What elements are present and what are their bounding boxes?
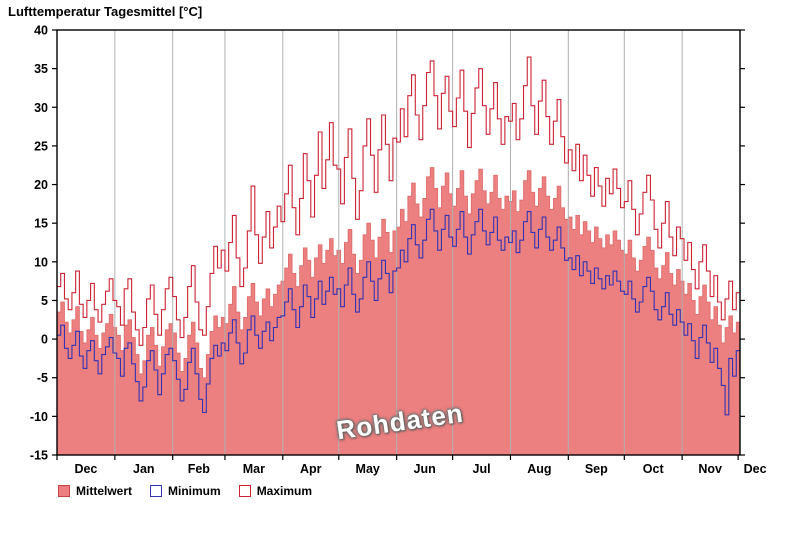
- legend-swatch-minimum: [150, 485, 163, 497]
- x-tick-label: Oct: [643, 462, 665, 476]
- series-line-minimum: [57, 208, 740, 416]
- legend-label-mittelwert: Mittelwert: [76, 484, 133, 498]
- x-tick-label: Jul: [473, 462, 491, 476]
- plot-frame: [56, 29, 741, 456]
- legend-swatch-mittelwert: [58, 485, 70, 497]
- y-tick-label: -15: [30, 449, 48, 463]
- legend-item-maximum: Maximum: [238, 484, 313, 498]
- y-tick-label: 30: [34, 101, 48, 115]
- legend-label-maximum: Maximum: [256, 484, 313, 498]
- legend-item-mittelwert: Mittelwert: [58, 484, 132, 498]
- chart-title: Lufttemperatur Tagesmittel [°C]: [8, 4, 203, 19]
- y-tick-label: 25: [34, 139, 48, 153]
- y-tick-label: 10: [34, 255, 48, 269]
- y-tick-label: 15: [34, 217, 48, 231]
- y-tick-label: 40: [34, 24, 48, 38]
- x-tick-label: Apr: [300, 462, 322, 476]
- x-tick-label: Jun: [414, 462, 436, 476]
- x-tick-label: Jan: [133, 462, 155, 476]
- legend-label-minimum: Minimum: [168, 484, 221, 498]
- y-tick-label: 5: [41, 294, 48, 308]
- x-tick-label: May: [356, 462, 380, 476]
- x-tick-label: Aug: [527, 462, 551, 476]
- legend: Mittelwert Minimum Maximum: [58, 484, 312, 498]
- x-tick-label: Feb: [188, 462, 211, 476]
- x-tick-label-end: Dec: [744, 462, 767, 476]
- y-tick-label: 20: [34, 178, 48, 192]
- x-tick-label: Nov: [698, 462, 722, 476]
- y-tick-label: 0: [41, 333, 48, 347]
- series-area-mittelwert: [56, 167, 741, 456]
- legend-swatch-maximum: [238, 485, 251, 497]
- x-tick-label: Mar: [243, 462, 265, 476]
- series-line-maximum: [57, 56, 740, 346]
- legend-item-minimum: Minimum: [150, 484, 221, 498]
- y-tick-label: -10: [30, 410, 48, 424]
- x-tick-label: Dec: [74, 462, 97, 476]
- y-tick-label: -5: [37, 371, 48, 385]
- x-tick-label: Sep: [585, 462, 608, 476]
- y-tick-label: 35: [34, 62, 48, 76]
